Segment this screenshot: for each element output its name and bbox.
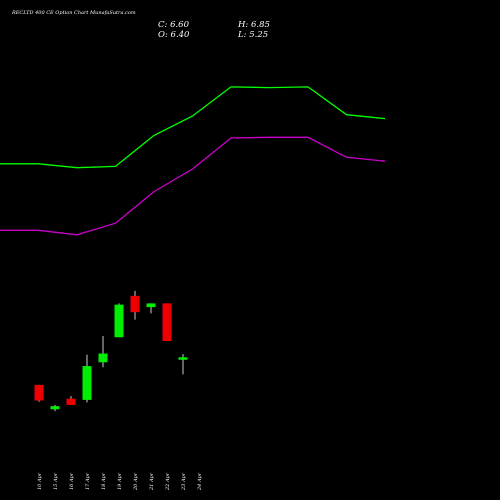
x-tick-label: 23 Apr <box>181 472 187 491</box>
candle <box>98 335 108 368</box>
x-tick-label: 19 Apr <box>117 472 123 490</box>
x-tick-label: 21 Apr <box>149 472 155 491</box>
candle-body-up <box>98 353 108 363</box>
candle <box>82 354 92 403</box>
close-value: C: 6.60 <box>158 20 190 30</box>
candle <box>66 396 76 405</box>
candle-body-up <box>178 357 188 360</box>
chart-title: RECLTD 400 CE Option Chart MunafaSutra.c… <box>11 10 136 16</box>
x-tick-label: 18 Apr <box>101 472 107 490</box>
candle-body-up <box>82 366 92 400</box>
candle-body-down <box>34 384 44 401</box>
x-tick-label: 22 Apr <box>165 472 171 491</box>
candle-body-down <box>162 303 172 341</box>
candle <box>34 384 44 402</box>
candles-layer <box>34 290 188 412</box>
candle <box>146 303 156 314</box>
candle <box>178 354 188 375</box>
candle-body-down <box>66 398 76 405</box>
low-value: L: 5.25 <box>237 30 268 40</box>
lower-band-line <box>0 136 386 236</box>
x-tick-label: 16 Apr <box>69 472 75 490</box>
candle-body-down <box>130 295 140 313</box>
candle <box>50 404 60 412</box>
upper-band-line <box>0 86 386 169</box>
open-value: O: 6.40 <box>158 30 190 40</box>
candle <box>162 303 172 341</box>
x-tick-label: 10 Apr <box>37 472 43 490</box>
candle <box>114 303 124 338</box>
high-value: H: 6.85 <box>237 20 270 30</box>
x-tick-label: 24 Apr <box>197 472 203 491</box>
candle <box>130 290 140 320</box>
x-tick-label: 20 Apr <box>133 472 139 491</box>
x-tick-labels: 10 Apr 15 Apr 16 Apr 17 Apr 18 Apr 19 Apr 20 A… <box>37 472 203 491</box>
candle-body-up <box>146 303 156 308</box>
bands-layer <box>0 86 386 236</box>
x-tick-label: 17 Apr <box>85 472 91 490</box>
candle-body-up <box>114 304 124 338</box>
x-tick-label: 15 Apr <box>53 472 59 490</box>
candle-body-up <box>50 406 60 410</box>
